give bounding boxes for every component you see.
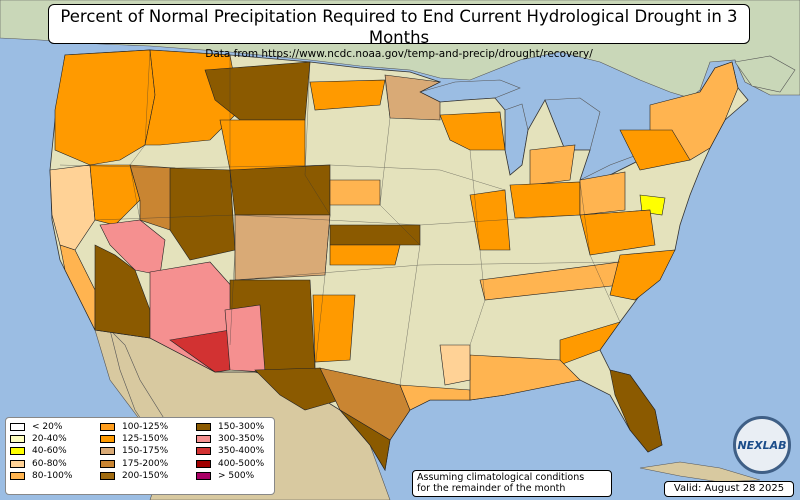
region-new-mexico-north (234, 214, 331, 281)
legend-swatch (196, 435, 211, 444)
region-nevada (129, 164, 176, 231)
legend-item: 400-500% (196, 458, 264, 470)
legend-swatch (10, 459, 25, 468)
region-new-mexico-south (224, 304, 266, 373)
region-utah (169, 167, 236, 261)
canada-islands (734, 55, 796, 93)
legend-label: 60-80% (32, 458, 67, 469)
legend-item: < 20% (10, 421, 72, 433)
legend-swatch (196, 471, 211, 480)
assumption-note-line-2: for the remainder of the month (417, 483, 566, 494)
region-kansas (329, 224, 421, 246)
legend-swatch (100, 471, 115, 480)
legend-label: 150-300% (218, 422, 265, 433)
region-michigan (529, 144, 576, 186)
legend-swatch (196, 423, 211, 432)
region-minnesota (309, 79, 386, 111)
drought-regions (49, 49, 739, 471)
legend-item: 175-200% (100, 458, 168, 470)
region-nevada-west (89, 164, 141, 226)
region-texas-coast (399, 384, 471, 411)
region-new-york (619, 129, 691, 171)
legend-swatch (196, 459, 211, 468)
legend-item: 150-175% (100, 445, 168, 457)
legend-item: 200-150% (100, 470, 168, 482)
region-texas-central (319, 367, 411, 441)
legend-item: 350-400% (196, 445, 264, 457)
legend-column-2: 100-125% 125-150% 150-175% 175-200% 200-… (100, 421, 168, 482)
legend: < 20% 20-40% 40-60% 60-80% 80-100% 100-1… (5, 417, 275, 495)
region-florida (609, 369, 663, 453)
cuba (639, 461, 761, 483)
region-wisconsin (439, 111, 506, 151)
legend-label: 125-150% (122, 434, 169, 445)
legend-item: 150-300% (196, 421, 264, 433)
region-indiana-ohio (509, 181, 581, 219)
legend-column-3: 150-300% 300-350% 350-400% 400-500% > 50… (196, 421, 264, 482)
region-south-texas (339, 409, 391, 471)
legend-item: 100-125% (100, 421, 168, 433)
legend-label: 100-125% (122, 422, 169, 433)
region-nebraska (329, 179, 381, 206)
region-mississippi (439, 344, 471, 386)
legend-label: 350-400% (218, 446, 265, 457)
region-west-texas (254, 367, 341, 411)
legend-swatch (10, 471, 25, 480)
legend-label: 80-100% (32, 470, 73, 481)
region-carolinas (609, 249, 676, 301)
legend-item: 80-100% (10, 470, 72, 482)
legend-item: > 500% (196, 470, 264, 482)
region-georgia (559, 321, 621, 366)
map-title: Percent of Normal Precipitation Required… (60, 7, 738, 47)
title-box: Percent of Normal Precipitation Required… (48, 4, 750, 60)
assumption-note: Assuming climatological conditions for t… (412, 470, 612, 497)
legend-label: 40-60% (32, 446, 67, 457)
legend-swatch (10, 423, 25, 432)
region-kansas-south (329, 244, 401, 266)
state-borders (59, 49, 651, 386)
region-colorado (229, 164, 331, 216)
legend-swatch (10, 435, 25, 444)
nexlab-logo: NEXLAB (733, 416, 791, 474)
legend-swatch (196, 447, 211, 456)
region-illinois (469, 189, 511, 251)
legend-label: < 20% (32, 422, 63, 433)
legend-label: 300-350% (218, 434, 265, 445)
legend-swatch (100, 423, 115, 432)
legend-label: 150-175% (122, 446, 169, 457)
legend-label: 20-40% (32, 434, 67, 445)
legend-item: 40-60% (10, 445, 72, 457)
region-ohio-valley (579, 171, 626, 216)
legend-label: 200-150% (122, 470, 169, 481)
legend-item: 60-80% (10, 458, 72, 470)
legend-swatch (100, 459, 115, 468)
legend-label: 400-500% (218, 458, 265, 469)
legend-item: 20-40% (10, 433, 72, 445)
legend-label: 175-200% (122, 458, 169, 469)
nexlab-logo-text: NEXLAB (737, 438, 787, 452)
map-subtitle: Data from https://www.ncdc.noaa.gov/temp… (205, 48, 593, 60)
legend-item: 300-350% (196, 433, 264, 445)
legend-item: 125-150% (100, 433, 168, 445)
legend-label: > 500% (218, 470, 255, 481)
legend-swatch (10, 447, 25, 456)
legend-swatch (100, 435, 115, 444)
region-gulf-coast (469, 354, 581, 401)
valid-date: Valid: August 28 2025 (664, 481, 794, 497)
assumption-note-line-1: Assuming climatological conditions (417, 472, 585, 483)
legend-column-1: < 20% 20-40% 40-60% 60-80% 80-100% (10, 421, 72, 482)
region-new-mexico-east (312, 294, 356, 363)
legend-swatch (100, 447, 115, 456)
region-pacific-northwest (54, 49, 156, 166)
